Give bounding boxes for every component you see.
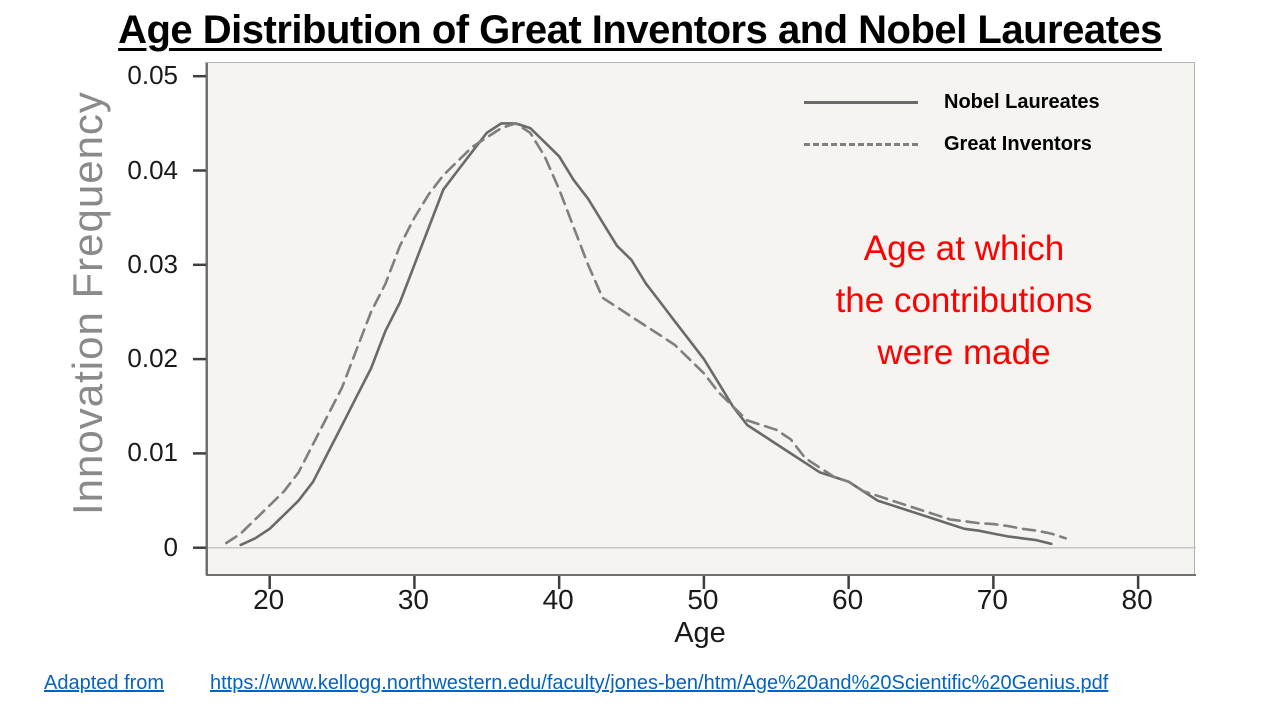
y-tick-label: 0.05 — [127, 60, 178, 91]
legend-label: Nobel Laureates — [944, 90, 1100, 113]
x-tick-label: 70 — [976, 584, 1008, 615]
legend-item: Nobel Laureates — [804, 81, 1100, 123]
x-tick-label: 50 — [687, 584, 719, 615]
y-tick-label: 0.01 — [127, 437, 178, 468]
legend-label: Great Inventors — [944, 132, 1092, 155]
y-tick-label: 0.04 — [127, 154, 178, 185]
y-tick-label: 0 — [163, 531, 178, 562]
x-axis-title: Age — [674, 617, 726, 649]
legend-line-sample-dashed — [804, 142, 918, 146]
adapted-from-link[interactable]: Adapted from — [44, 672, 165, 694]
line-chart-svg — [193, 63, 1196, 589]
source-link[interactable]: https://www.kellogg.northwestern.edu/fac… — [210, 672, 1109, 694]
legend-item: Great Inventors — [804, 123, 1100, 165]
x-tick-label: 80 — [1121, 584, 1153, 615]
x-tick-label: 40 — [542, 584, 574, 615]
x-tick-label: 60 — [832, 584, 864, 615]
plot-area: Nobel Laureates Great Inventors Age at wh… — [193, 62, 1196, 589]
y-tick-label: 0.02 — [127, 343, 178, 374]
y-axis-ticks: 0.05 0.04 0.03 0.02 0.01 0 — [0, 60, 192, 575]
y-tick-label: 0.03 — [127, 248, 178, 279]
page-title: Age Distribution of Great Inventors and … — [118, 8, 1162, 52]
annotation-text: Age at which the contributions were made — [835, 229, 1093, 372]
x-tick-label: 20 — [253, 584, 285, 615]
legend: Nobel Laureates Great Inventors — [804, 81, 1100, 165]
legend-line-sample-solid — [804, 100, 918, 104]
x-tick-label: 30 — [397, 584, 429, 615]
x-axis-ticks: 20 30 40 50 60 70 80 — [205, 576, 1195, 616]
